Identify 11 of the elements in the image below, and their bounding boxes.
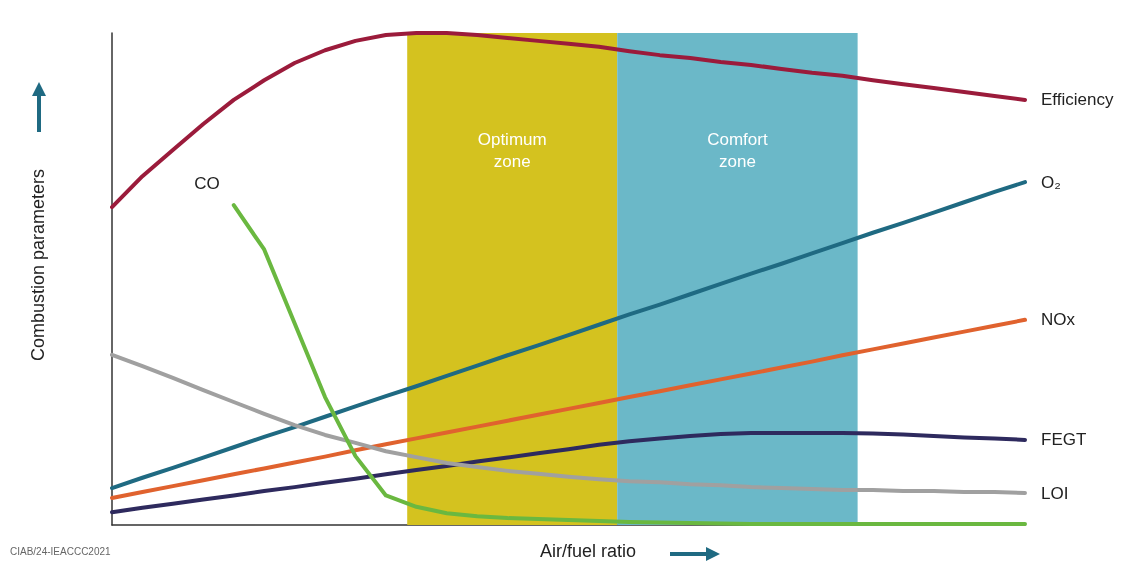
y-axis-title: Combustion parameters xyxy=(27,168,49,362)
series-label: Efficiency xyxy=(1041,90,1114,110)
x-axis-title: Air/fuel ratio xyxy=(540,541,637,562)
series-label: NOx xyxy=(1041,310,1076,330)
series-label: CO xyxy=(194,173,220,193)
series-label: O₂ xyxy=(1041,172,1061,192)
annotation: Optimum zone xyxy=(477,129,547,171)
series-label: FEGT xyxy=(1041,430,1087,450)
text: CIAB/24-IEACCC2021 xyxy=(10,546,111,557)
series-label: LOI xyxy=(1041,483,1069,503)
annotation: Comfort zone xyxy=(707,129,768,171)
